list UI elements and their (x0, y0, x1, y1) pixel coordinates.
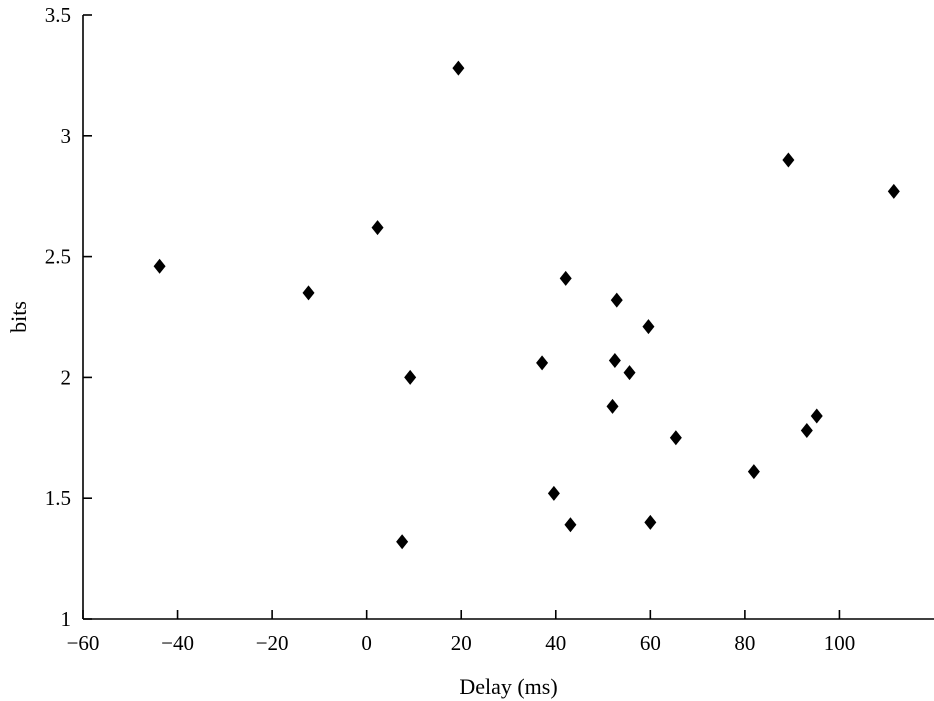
x-tick-label: 100 (824, 631, 856, 655)
scatter-point (800, 423, 813, 439)
scatter-point (810, 408, 823, 424)
scatter-point (396, 534, 409, 550)
x-tick-label: −20 (256, 631, 289, 655)
y-axis-label: bits (6, 301, 31, 333)
x-tick-label: 40 (545, 631, 566, 655)
scatter-point (559, 270, 572, 286)
y-tick-label: 2.5 (45, 245, 71, 269)
scatter-point (644, 514, 657, 530)
x-tick-label: 0 (361, 631, 372, 655)
scatter-point (608, 352, 621, 368)
axes: −60 −40 −20 0 20 40 60 80 100 1 1.5 2 2.5 3 3.5 (45, 3, 934, 655)
scatter-point (610, 292, 623, 308)
x-tick-label: 60 (640, 631, 661, 655)
scatter-point (606, 398, 619, 414)
scatter-point (371, 220, 384, 236)
y-tick-label: 1.5 (45, 486, 71, 510)
scatter-point (642, 319, 655, 335)
scatter-point (887, 183, 900, 199)
scatter-point (547, 485, 560, 501)
scatter-point (669, 430, 682, 446)
y-tick-label: 3.5 (45, 3, 71, 27)
scatter-point (153, 258, 166, 274)
scatter-point (536, 355, 549, 371)
x-axis-label: Delay (ms) (459, 674, 557, 699)
x-tick-label: 80 (734, 631, 755, 655)
y-ticks: 1 1.5 2 2.5 3 3.5 (45, 3, 92, 631)
x-ticks: −60 −40 −20 0 20 40 60 80 100 (67, 610, 856, 655)
scatter-point (404, 369, 417, 385)
x-tick-label: −40 (161, 631, 194, 655)
scatter-point (623, 365, 636, 381)
data-points (153, 60, 900, 550)
scatter-point (302, 285, 315, 301)
scatter-point (747, 464, 760, 480)
scatter-point (452, 60, 465, 76)
y-tick-label: 1 (61, 607, 72, 631)
scatter-point (564, 517, 577, 533)
y-tick-label: 3 (61, 124, 72, 148)
scatter-point (782, 152, 795, 168)
x-tick-label: −60 (67, 631, 100, 655)
y-tick-label: 2 (61, 365, 72, 389)
x-tick-label: 20 (451, 631, 472, 655)
